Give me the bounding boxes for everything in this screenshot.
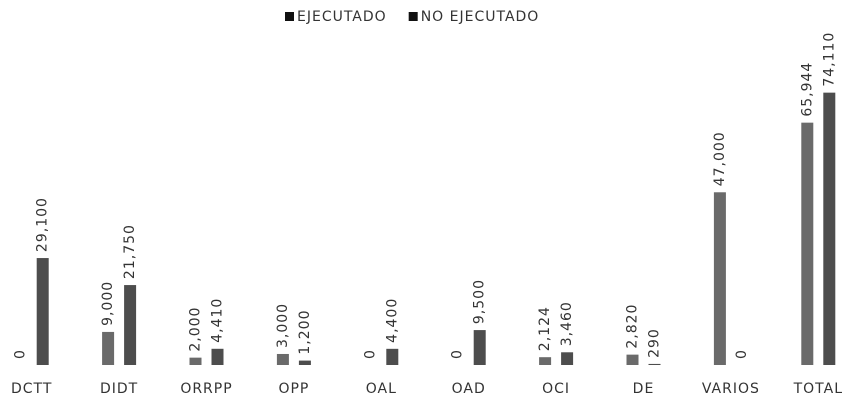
legend-swatch xyxy=(285,12,294,21)
x-tick-label: OAD xyxy=(452,381,486,397)
data-label: 0 xyxy=(734,349,750,359)
bar xyxy=(473,330,486,365)
bar xyxy=(648,363,661,365)
x-tick-label: VARIOS xyxy=(702,381,760,397)
data-label: 4,400 xyxy=(384,298,400,343)
bar xyxy=(124,285,137,365)
legend-swatch xyxy=(408,12,418,21)
bar xyxy=(713,192,726,365)
bar xyxy=(276,353,289,365)
data-label: 74,110 xyxy=(821,32,837,87)
data-label: 9,000 xyxy=(100,281,116,326)
x-tick-label: DIDT xyxy=(100,381,138,397)
data-label: 9,500 xyxy=(472,279,488,324)
data-label: 290 xyxy=(647,328,663,358)
data-label: 2,000 xyxy=(188,307,204,352)
bar xyxy=(298,360,311,365)
legend-label: NO EJECUTADO xyxy=(421,9,540,25)
x-tick-label: DE xyxy=(633,381,655,397)
bar xyxy=(211,348,224,365)
x-tick-label: DCTT xyxy=(11,381,52,397)
bar xyxy=(189,357,202,365)
data-label: 0 xyxy=(362,349,378,359)
data-label: 1,200 xyxy=(297,309,313,354)
data-label: 21,750 xyxy=(122,224,138,279)
bar xyxy=(102,331,115,365)
data-label: 3,460 xyxy=(559,301,575,346)
data-label: 2,124 xyxy=(537,306,553,351)
data-label: 29,100 xyxy=(35,197,51,252)
legend-label: EJECUTADO xyxy=(297,9,387,25)
bar xyxy=(386,348,399,365)
x-tick-label: OPP xyxy=(278,381,309,397)
bar xyxy=(561,352,574,365)
x-tick-label: OAL xyxy=(366,381,397,397)
x-tick-label: OCI xyxy=(542,381,570,397)
data-label: 3,000 xyxy=(275,303,291,348)
bar xyxy=(36,258,49,365)
x-tick-label: ORRPP xyxy=(180,381,232,397)
bar xyxy=(539,357,552,365)
data-label: 4,410 xyxy=(210,298,226,343)
bar xyxy=(823,92,836,365)
data-label: 2,820 xyxy=(625,304,641,349)
data-label: 47,000 xyxy=(712,131,728,186)
data-label: 0 xyxy=(13,349,29,359)
data-label: 0 xyxy=(450,349,466,359)
x-tick-label: TOTAL xyxy=(793,381,843,397)
data-label: 65,944 xyxy=(799,62,815,117)
bar xyxy=(626,354,639,365)
bar xyxy=(801,122,814,366)
